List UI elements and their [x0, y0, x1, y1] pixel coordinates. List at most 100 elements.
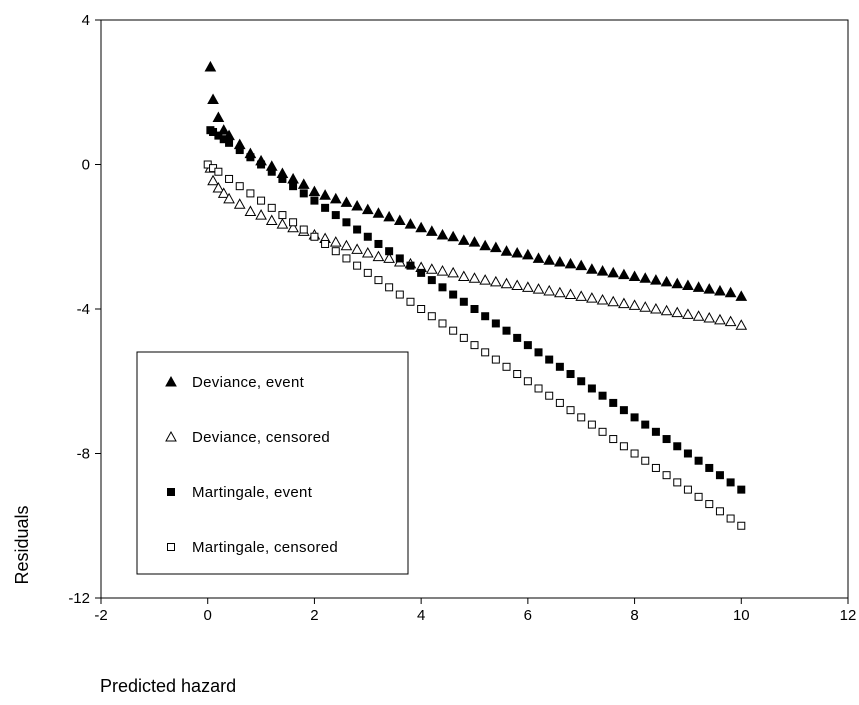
- data-point: [586, 292, 598, 303]
- data-point: [246, 153, 255, 162]
- data-point: [212, 181, 225, 193]
- data-point: [577, 377, 586, 386]
- data-point: [457, 234, 470, 245]
- data-point: [447, 266, 460, 278]
- data-point: [374, 276, 383, 285]
- data-point: [342, 218, 351, 227]
- legend-items: Deviance, event Deviance, censored Marting…: [165, 374, 338, 556]
- data-point: [596, 265, 609, 276]
- data-point: [682, 308, 694, 319]
- data-point: [257, 160, 266, 169]
- data-point: [587, 420, 596, 429]
- data-point: [545, 355, 554, 364]
- data-point: [522, 281, 534, 292]
- data-point: [543, 284, 556, 296]
- data-point: [214, 167, 223, 176]
- data-point: [662, 435, 671, 444]
- data-point: [523, 341, 532, 350]
- data-point: [417, 305, 426, 313]
- data-point: [470, 305, 479, 313]
- legend-marker: [165, 430, 177, 442]
- data-points: [203, 60, 748, 530]
- data-point: [299, 189, 308, 198]
- data-point: [265, 214, 278, 225]
- data-point: [705, 500, 714, 509]
- x-tick-label: 4: [417, 607, 425, 624]
- data-point: [596, 293, 609, 305]
- data-point: [566, 370, 575, 379]
- data-point: [404, 218, 417, 229]
- data-point: [287, 172, 299, 184]
- data-point: [671, 306, 684, 318]
- data-point: [522, 248, 534, 260]
- data-point: [449, 326, 458, 335]
- x-tick-label: 2: [310, 607, 318, 624]
- data-point: [607, 295, 620, 307]
- data-point: [683, 449, 692, 458]
- data-point: [651, 427, 660, 436]
- data-point: [491, 319, 500, 328]
- data-point: [650, 274, 662, 285]
- x-tick-label: 12: [840, 607, 857, 624]
- data-point: [682, 279, 694, 291]
- data-point: [491, 355, 500, 364]
- data-point: [449, 290, 458, 299]
- data-point: [361, 246, 374, 258]
- data-point: [321, 239, 330, 248]
- legend-label: Martingale, censored: [192, 539, 338, 556]
- data-point: [353, 225, 362, 234]
- data-point: [651, 463, 660, 472]
- legend-marker: [167, 543, 175, 551]
- data-point: [598, 427, 607, 436]
- data-point: [393, 214, 406, 225]
- data-point: [534, 348, 543, 357]
- data-point: [340, 196, 353, 207]
- data-point: [225, 174, 234, 183]
- data-point: [511, 246, 524, 258]
- data-point: [470, 341, 479, 350]
- data-point: [660, 275, 673, 287]
- axis-ticks: -2 0 2 4 6 8 10 12 4 0 -4 -8 -12: [68, 12, 856, 624]
- data-point: [714, 284, 726, 296]
- data-point: [735, 290, 748, 301]
- data-point: [436, 265, 449, 276]
- data-point: [609, 435, 618, 444]
- data-point: [587, 384, 596, 393]
- series-triangle-filled: [204, 60, 748, 301]
- data-point: [598, 391, 607, 400]
- data-point: [705, 463, 714, 472]
- legend-label: Deviance, censored: [192, 429, 330, 446]
- data-point: [267, 167, 276, 176]
- data-point: [207, 93, 219, 104]
- data-point: [726, 514, 735, 523]
- data-point: [641, 456, 650, 465]
- data-point: [489, 241, 502, 253]
- data-point: [289, 218, 298, 227]
- data-point: [714, 313, 726, 325]
- data-point: [329, 236, 342, 247]
- data-point: [660, 304, 673, 316]
- data-point: [564, 288, 577, 300]
- data-point: [363, 232, 372, 241]
- data-point: [331, 211, 340, 220]
- data-point: [650, 302, 662, 314]
- data-point: [459, 333, 468, 342]
- y-tick-label: 0: [82, 157, 90, 174]
- data-point: [385, 247, 394, 256]
- data-point: [724, 286, 737, 298]
- data-point: [489, 275, 502, 287]
- data-point: [321, 203, 330, 212]
- y-tick-label: -8: [77, 446, 90, 463]
- data-point: [436, 228, 449, 240]
- legend-label: Deviance, event: [192, 374, 305, 391]
- data-point: [479, 274, 492, 285]
- data-point: [671, 277, 684, 289]
- data-point: [217, 187, 230, 198]
- data-point: [694, 492, 703, 501]
- data-point: [564, 257, 577, 269]
- data-point: [331, 247, 340, 256]
- data-point: [673, 442, 682, 451]
- data-point: [468, 236, 481, 247]
- data-point: [543, 254, 556, 265]
- y-tick-label: 4: [82, 12, 90, 29]
